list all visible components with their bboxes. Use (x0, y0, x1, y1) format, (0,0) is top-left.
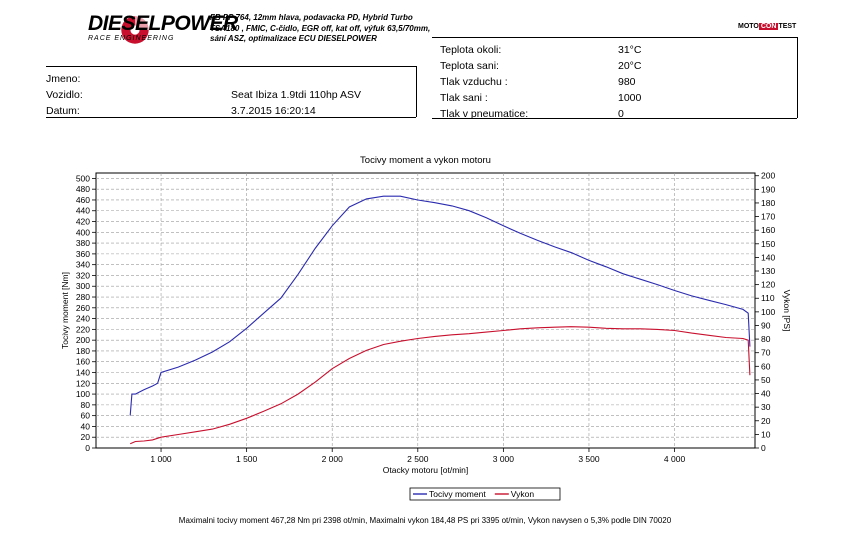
y-left-axis-label: Tocivy moment [Nm] (60, 272, 70, 349)
y-left-tick-label: 440 (76, 206, 90, 216)
cond-value-air-pressure: 980 (618, 76, 636, 88)
badge-mid: CON (758, 23, 779, 30)
legend-box (409, 487, 561, 501)
cond-label-tire-pressure: Tlak v pneumatice: (440, 108, 529, 120)
motocontest-logo: MOTO CON TEST (738, 23, 796, 30)
y-right-tick-label: 20 (761, 416, 771, 426)
y-right-tick-label: 40 (761, 389, 771, 399)
cond-value-intake-pressure: 1000 (618, 92, 642, 104)
cond-label-air-pressure: Tlak vzduchu : (440, 76, 508, 88)
vehicle-spec: FB PP 764, 12mm hlava, podavacka PD, Hyb… (210, 13, 431, 45)
y-left-tick-label: 480 (76, 184, 90, 194)
y-left-tick-label: 340 (76, 260, 90, 270)
cond-value-ambient: 31°C (618, 44, 642, 56)
y-right-tick-label: 190 (761, 184, 775, 194)
legend-label-power: Vykon (511, 489, 535, 499)
y-right-tick-label: 140 (761, 252, 775, 262)
y-right-tick-label: 10 (761, 429, 771, 439)
y-left-tick-label: 20 (81, 432, 91, 442)
y-right-axis-label: Vykon [PS] (782, 290, 792, 332)
y-right-tick-label: 80 (761, 334, 771, 344)
plot-frame (95, 172, 756, 449)
x-tick-label: 2 500 (407, 454, 429, 464)
brand-subtitle: RACE ENGINEERING (88, 35, 175, 42)
x-tick-label: 1 000 (150, 454, 172, 464)
spec-line: TSA180 , FMIC, C-čidlo, EGR off, kat off… (210, 23, 431, 33)
y-right-tick-label: 150 (761, 239, 775, 249)
x-tick-label: 4 000 (664, 454, 686, 464)
y-left-tick-label: 220 (76, 324, 90, 334)
y-left-tick-label: 280 (76, 292, 90, 302)
x-tick-label: 1 500 (236, 454, 258, 464)
y-left-tick-label: 380 (76, 238, 90, 248)
info-value-date: 3.7.2015 16:20:14 (231, 105, 316, 117)
underline (46, 117, 416, 118)
y-left-tick-label: 60 (81, 411, 91, 421)
y-right-tick-label: 50 (761, 375, 771, 385)
y-right-tick-label: 90 (761, 320, 771, 330)
cond-label-intake: Teplota sani: (440, 60, 499, 72)
x-tick-label: 2 000 (322, 454, 344, 464)
info-label-vehicle: Vozidlo: (46, 89, 83, 101)
y-left-tick-label: 240 (76, 314, 90, 324)
summary-footer: Maximalni tocivy moment 467,28 Nm pri 23… (178, 516, 672, 525)
y-left-tick-label: 160 (76, 357, 90, 367)
cond-value-tire-pressure: 0 (618, 108, 624, 120)
badge-right: TEST (778, 23, 797, 30)
y-right-tick-label: 170 (761, 212, 775, 222)
y-left-tick-label: 400 (76, 227, 90, 237)
y-left-tick-label: 300 (76, 281, 90, 291)
cond-value-intake: 20°C (618, 60, 642, 72)
x-tick-label: 3 000 (493, 454, 515, 464)
y-left-tick-label: 120 (76, 378, 90, 388)
y-left-tick-label: 80 (81, 400, 91, 410)
y-left-tick-label: 180 (76, 346, 90, 356)
y-left-tick-label: 140 (76, 368, 90, 378)
y-right-tick-label: 60 (761, 361, 771, 371)
y-right-tick-label: 200 (761, 171, 775, 181)
y-left-tick-label: 200 (76, 335, 90, 345)
y-right-tick-label: 160 (761, 225, 775, 235)
cond-label-intake-pressure: Tlak sani : (440, 92, 488, 104)
vehicle-info-box: Jmeno: Vozidlo: Seat Ibiza 1.9tdi 110hp … (46, 66, 417, 118)
y-right-tick-label: 0 (761, 443, 766, 453)
y-left-tick-label: 100 (76, 389, 90, 399)
cond-label-ambient: Teplota okoli: (440, 44, 502, 56)
y-right-tick-label: 30 (761, 402, 771, 412)
underline (432, 118, 797, 119)
y-left-tick-label: 0 (85, 443, 90, 453)
x-tick-label: 3 500 (578, 454, 600, 464)
y-right-tick-label: 110 (761, 293, 775, 303)
conditions-box: Teplota okoli: 31°C Teplota sani: 20°C T… (432, 37, 798, 120)
y-right-tick-label: 120 (761, 280, 775, 290)
info-label-name: Jmeno: (46, 73, 81, 85)
dieselpower-logo (121, 16, 149, 44)
spec-line: FB PP 764, 12mm hlava, podavacka PD, Hyb… (210, 13, 413, 22)
badge-left: MOTO (738, 23, 759, 30)
spec-line: sání ASZ, optimalizace ECU DIESELPOWER (210, 34, 377, 43)
y-right-tick-label: 100 (761, 307, 775, 317)
info-value-vehicle: Seat Ibiza 1.9tdi 110hp ASV (231, 89, 361, 101)
brand-name: DIESELPOWER (88, 12, 238, 35)
x-axis-label: Otacky motoru [ot/min] (383, 465, 469, 475)
y-left-tick-label: 320 (76, 270, 90, 280)
y-left-tick-label: 40 (81, 421, 91, 431)
y-right-tick-label: 70 (761, 348, 771, 358)
y-left-tick-label: 500 (76, 173, 90, 183)
y-left-tick-label: 460 (76, 195, 90, 205)
y-left-tick-label: 360 (76, 249, 90, 259)
power-line (129, 326, 751, 445)
torque-line (129, 195, 751, 416)
chart-title: Tocivy moment a vykon motoru (360, 155, 491, 166)
legend-label-torque: Tocivy moment (429, 489, 486, 499)
y-right-tick-label: 180 (761, 198, 775, 208)
y-left-tick-label: 420 (76, 217, 90, 227)
y-left-tick-label: 260 (76, 303, 90, 313)
info-label-date: Datum: (46, 105, 80, 117)
y-right-tick-label: 130 (761, 266, 775, 276)
dyno-chart: Tocivy moment a vykon motoru020406080100… (60, 155, 792, 501)
